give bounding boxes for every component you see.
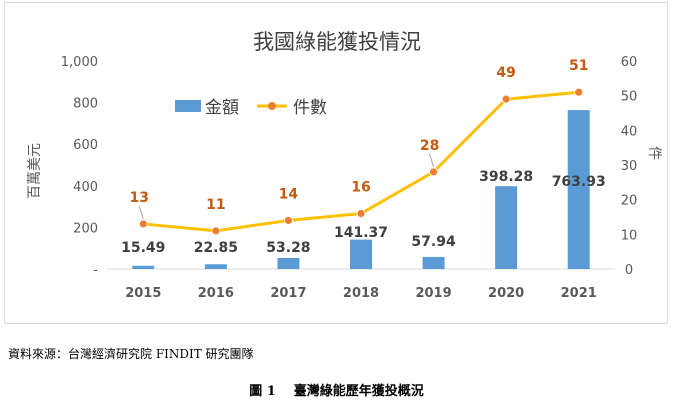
figure-caption: 圖 1 臺灣綠能歷年獲投概況 [0, 380, 673, 399]
bar-2021 [567, 110, 590, 269]
bar-value-label: 15.49 [121, 240, 165, 256]
chart-frame: 我國綠能獲投情況 - 200 400 600 800 1,000 0 10 20 30 40 50 60 百… [4, 2, 668, 324]
bar-value-label: 22.85 [194, 240, 238, 256]
count-value-label: 16 [351, 180, 370, 196]
y-right-axis-title: 件 [646, 146, 662, 160]
chart-title: 我國綠能獲投情況 [253, 30, 421, 54]
legend-bar-label: 金額 [205, 98, 239, 118]
figure-title: 臺灣綠能歷年獲投概況 [293, 384, 424, 399]
bar-value-label: 57.94 [411, 234, 456, 250]
y-right-tick-label: 10 [621, 228, 638, 243]
legend-line-marker [268, 102, 276, 110]
count-value-label: 14 [279, 186, 299, 202]
x-tick-label: 2016 [198, 286, 234, 301]
count-point-2018 [356, 209, 366, 218]
y-left-tick-label: 400 [73, 180, 98, 195]
count-point-2020 [501, 94, 511, 104]
figure-number: 圖 1 [249, 384, 276, 399]
y-right-tick-label: 30 [621, 159, 638, 174]
count-point-2017 [284, 216, 293, 225]
count-value-label: 13 [130, 190, 149, 206]
count-value-label: 28 [420, 138, 439, 154]
count-label-leader [429, 153, 435, 168]
bar-value-label: 141.37 [334, 225, 388, 241]
bar-2016 [204, 264, 227, 269]
count-point-2016 [211, 226, 221, 236]
bar-value-label: 53.28 [266, 240, 310, 256]
count-point-2015 [138, 219, 148, 229]
y-left-tick-label: 1,000 [61, 55, 98, 70]
bar-2019 [422, 256, 445, 269]
x-tick-label: 2018 [343, 286, 379, 301]
legend-line-label: 件數 [293, 98, 327, 118]
count-value-label: 51 [569, 58, 588, 74]
bar-value-label: 763.93 [552, 174, 606, 190]
count-point-2021 [574, 87, 584, 97]
bar-2017 [277, 257, 300, 269]
count-value-label: 11 [206, 197, 225, 213]
x-tick-label: 2015 [125, 286, 161, 301]
bar-2015 [132, 265, 155, 269]
y-left-tick-label: 200 [73, 221, 98, 236]
y-left-tick-label: 600 [73, 138, 98, 153]
bar-2018 [350, 239, 372, 269]
x-tick-label: 2019 [415, 286, 451, 301]
bar-value-label: 398.28 [479, 169, 533, 185]
y-left-tick-label: 800 [73, 97, 98, 112]
count-point-2019 [429, 167, 438, 177]
x-tick-label: 2021 [561, 286, 597, 301]
y-right-tick-label: 40 [621, 124, 638, 139]
x-tick-label: 2020 [488, 286, 524, 301]
y-right-tick-label: 60 [621, 55, 638, 70]
x-tick-label: 2017 [270, 286, 306, 301]
y-left-tick-label: - [93, 263, 98, 278]
count-label-leader [138, 205, 144, 220]
bar-2020 [495, 186, 518, 269]
count-value-label: 49 [496, 65, 515, 81]
y-left-axis-title: 百萬美元 [27, 143, 43, 199]
legend-bar-swatch [175, 100, 201, 112]
y-right-tick-label: 20 [621, 194, 638, 209]
chart-svg: 我國綠能獲投情況 - 200 400 600 800 1,000 0 10 20 30 40 50 60 百… [27, 30, 662, 301]
y-right-tick-label: 0 [625, 263, 633, 278]
source-note: 資料來源：台灣經濟研究院 FINDIT 研究團隊 [8, 347, 254, 361]
y-right-tick-label: 50 [621, 90, 638, 105]
